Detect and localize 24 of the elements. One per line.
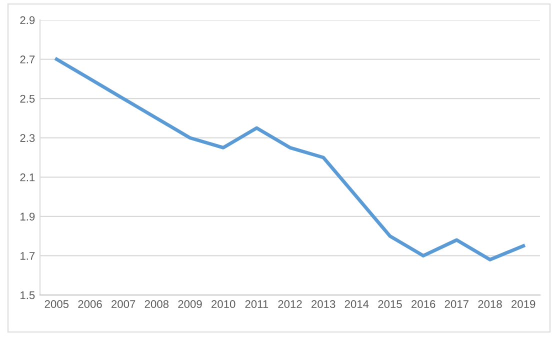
x-tick-label: 2011	[245, 300, 268, 308]
x-tick-label: 2009	[178, 300, 202, 308]
y-tick-label: 2.7	[20, 56, 35, 64]
y-tick-label: 1.7	[20, 252, 35, 260]
y-tick-label: 2.1	[20, 173, 35, 182]
x-tick-label: 2015	[378, 300, 402, 308]
x-tick-label: 2008	[144, 300, 169, 308]
x-tick-label: 2016	[412, 300, 436, 308]
x-tick-label: 2018	[478, 300, 502, 308]
x-tick-label: 2013	[312, 300, 336, 308]
line-series	[54, 58, 526, 262]
x-tick-label: 2019	[512, 300, 536, 308]
x-tick-label: 2005	[44, 300, 69, 308]
y-tick-label: 1.9	[20, 212, 35, 221]
x-tick-label: 2012	[278, 300, 302, 308]
x-tick-label: 2017	[444, 300, 468, 308]
y-tick-label: 2.5	[20, 94, 35, 103]
x-tick-label: 2007	[112, 300, 136, 308]
y-tick-label: 1.5	[20, 291, 35, 300]
x-tick-label: 2010	[212, 300, 236, 308]
y-tick-label: 2.3	[20, 134, 35, 142]
y-tick-label: 2.9	[20, 16, 35, 24]
x-tick-label: 2006	[78, 300, 102, 308]
x-tick-label: 2014	[344, 300, 369, 308]
